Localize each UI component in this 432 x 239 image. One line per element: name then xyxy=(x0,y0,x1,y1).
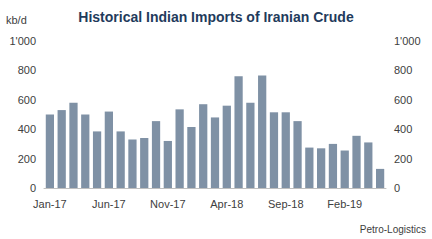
svg-text:200: 200 xyxy=(394,153,412,165)
svg-text:800: 800 xyxy=(394,64,412,76)
svg-text:Petro-Logistics: Petro-Logistics xyxy=(360,224,426,235)
svg-text:1'000: 1'000 xyxy=(394,35,421,47)
svg-text:0: 0 xyxy=(394,182,400,194)
svg-text:Feb-19: Feb-19 xyxy=(327,198,362,210)
svg-text:Apr-18: Apr-18 xyxy=(210,198,243,210)
svg-text:400: 400 xyxy=(394,123,412,135)
svg-text:Jan-17: Jan-17 xyxy=(33,198,67,210)
svg-text:0: 0 xyxy=(30,182,36,194)
svg-text:1'000: 1'000 xyxy=(9,35,36,47)
svg-text:Historical Indian Imports of I: Historical Indian Imports of Iranian Cru… xyxy=(78,9,354,25)
svg-text:Sep-18: Sep-18 xyxy=(268,198,303,210)
svg-text:Jun-17: Jun-17 xyxy=(92,198,126,210)
svg-text:kb/d: kb/d xyxy=(6,14,27,26)
svg-text:400: 400 xyxy=(18,123,36,135)
svg-text:600: 600 xyxy=(18,94,36,106)
svg-text:Nov-17: Nov-17 xyxy=(150,198,185,210)
svg-text:200: 200 xyxy=(18,153,36,165)
svg-text:600: 600 xyxy=(394,94,412,106)
svg-text:800: 800 xyxy=(18,64,36,76)
